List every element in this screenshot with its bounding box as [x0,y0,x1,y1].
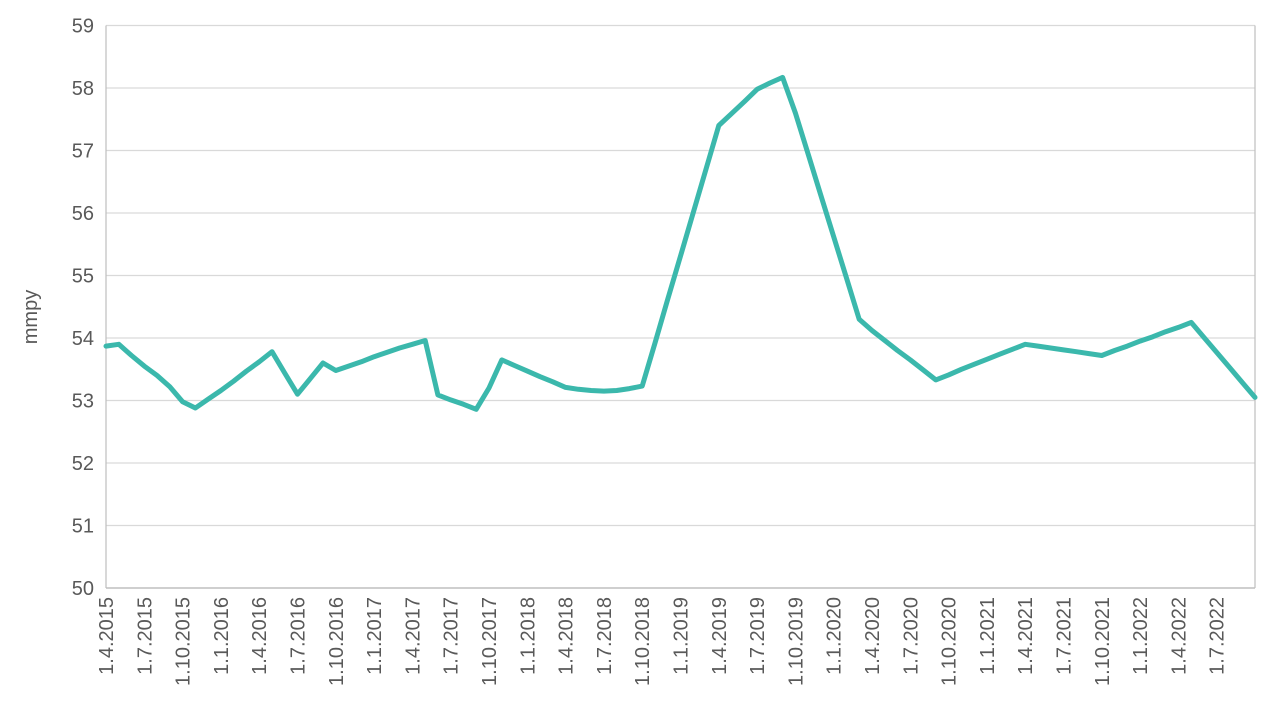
x-tick-label: 1.4.2022 [1168,597,1190,675]
x-tick-label: 1.7.2018 [594,597,616,675]
x-tick-label: 1.4.2017 [402,597,424,675]
y-tick-label: 57 [72,141,94,163]
x-tick-label: 1.10.2021 [1092,597,1114,686]
y-tick-label: 56 [72,203,94,225]
y-tick-label: 50 [72,578,94,600]
x-tick-label: 1.7.2022 [1207,597,1229,675]
x-tick-label: 1.7.2021 [1054,597,1076,675]
x-tick-label: 1.4.2021 [1015,597,1037,675]
x-tick-label: 1.1.2021 [977,597,999,675]
x-tick-label: 1.10.2016 [326,597,348,686]
x-tick-label: 1.10.2017 [479,597,501,686]
x-tick-label: 1.7.2016 [288,597,310,675]
y-axis-title: mmpy [20,289,42,345]
x-tick-label: 1.1.2018 [517,597,539,675]
x-tick-label: 1.1.2022 [1130,597,1152,675]
x-tick-label: 1.4.2018 [556,597,578,675]
x-tick-label: 1.10.2020 [939,597,961,686]
x-tick-label: 1.4.2015 [96,597,118,675]
x-tick-label: 1.7.2019 [747,597,769,675]
y-tick-label: 52 [72,453,94,475]
x-tick-label: 1.10.2019 [785,597,807,686]
x-tick-label: 1.10.2015 [173,597,195,686]
y-tick-label: 53 [72,391,94,413]
y-tick-label: 58 [72,78,94,100]
x-tick-label: 1.4.2019 [709,597,731,675]
x-tick-label: 1.4.2020 [862,597,884,675]
x-tick-label: 1.7.2015 [134,597,156,675]
x-tick-label: 1.7.2020 [900,597,922,675]
data-series-line [103,74,1258,412]
x-tick-label: 1.1.2016 [211,597,233,675]
x-tick-label: 1.1.2020 [824,597,846,675]
y-tick-label: 54 [72,328,94,350]
y-tick-label: 59 [72,16,94,38]
x-tick-label: 1.4.2016 [249,597,271,675]
y-tick-label: 51 [72,516,94,538]
y-tick-label: 55 [72,266,94,288]
x-tick-label: 1.1.2019 [671,597,693,675]
x-tick-label: 1.7.2017 [441,597,463,675]
x-tick-label: 1.1.2017 [364,597,386,675]
x-tick-label: 1.10.2018 [632,597,654,686]
